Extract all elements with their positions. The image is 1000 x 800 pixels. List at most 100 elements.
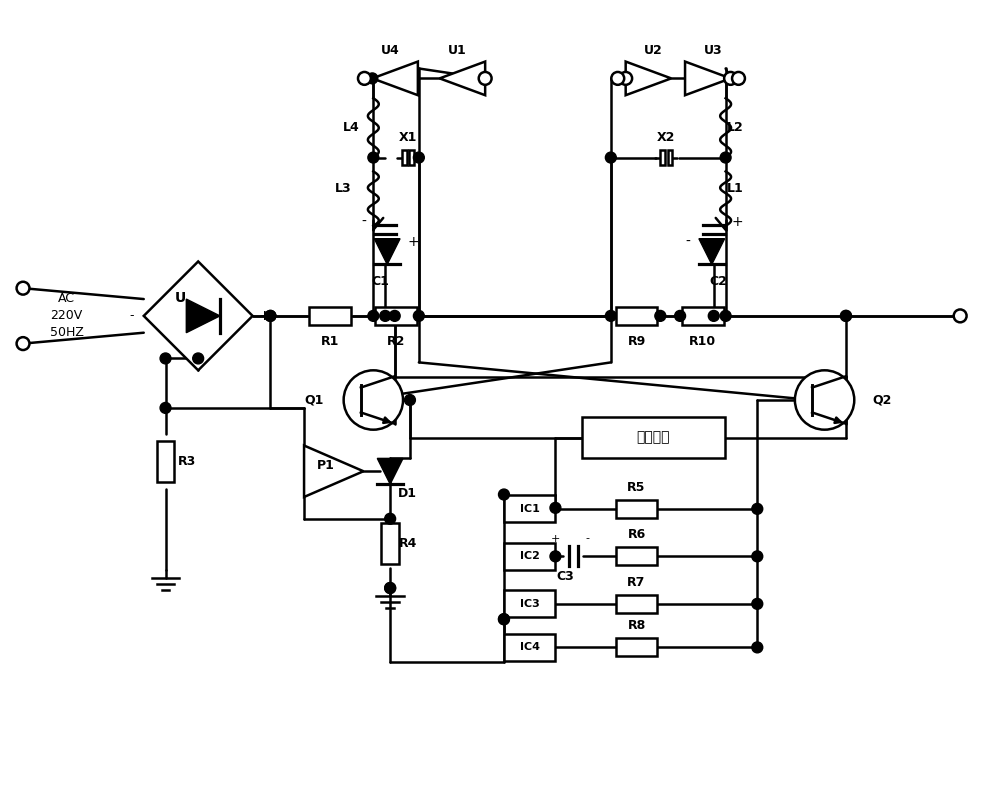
Polygon shape bbox=[304, 446, 363, 497]
Text: R2: R2 bbox=[387, 335, 405, 348]
Circle shape bbox=[720, 152, 731, 163]
Text: L3: L3 bbox=[335, 182, 352, 195]
Circle shape bbox=[752, 551, 763, 562]
Text: R1: R1 bbox=[321, 335, 339, 348]
Bar bbox=[682, 307, 724, 325]
Circle shape bbox=[752, 503, 763, 514]
Circle shape bbox=[752, 642, 763, 653]
Text: R4: R4 bbox=[399, 537, 417, 550]
Text: -: - bbox=[361, 215, 366, 229]
Circle shape bbox=[358, 72, 371, 85]
Circle shape bbox=[655, 310, 666, 322]
Circle shape bbox=[265, 310, 276, 322]
Text: P1: P1 bbox=[317, 459, 335, 472]
Text: -: - bbox=[686, 234, 690, 249]
Text: U: U bbox=[175, 291, 186, 305]
Circle shape bbox=[752, 598, 763, 610]
Bar bbox=[616, 638, 657, 656]
Circle shape bbox=[344, 370, 403, 430]
Text: L4: L4 bbox=[343, 122, 360, 134]
Circle shape bbox=[675, 310, 686, 322]
Text: U4: U4 bbox=[381, 44, 400, 57]
Text: IC3: IC3 bbox=[520, 599, 540, 609]
Text: -: - bbox=[585, 534, 589, 543]
Circle shape bbox=[17, 282, 29, 294]
Text: C2: C2 bbox=[710, 274, 728, 288]
Bar bbox=[309, 307, 351, 325]
Circle shape bbox=[605, 310, 616, 322]
Circle shape bbox=[160, 402, 171, 414]
Text: D1: D1 bbox=[398, 486, 417, 499]
Polygon shape bbox=[626, 62, 671, 95]
Bar bbox=[616, 547, 657, 566]
Text: Q1: Q1 bbox=[304, 394, 324, 406]
Circle shape bbox=[265, 310, 276, 322]
Text: -: - bbox=[130, 310, 134, 322]
Bar bbox=[616, 500, 657, 518]
Text: IC1: IC1 bbox=[520, 504, 540, 514]
Text: L2: L2 bbox=[727, 122, 744, 134]
Text: U1: U1 bbox=[448, 44, 467, 57]
Circle shape bbox=[17, 337, 29, 350]
Polygon shape bbox=[685, 62, 731, 95]
Text: R3: R3 bbox=[178, 455, 196, 468]
Circle shape bbox=[619, 72, 632, 85]
Bar bbox=[504, 495, 555, 522]
Bar bbox=[616, 307, 657, 325]
Circle shape bbox=[708, 310, 719, 322]
Bar bbox=[660, 150, 665, 166]
Circle shape bbox=[368, 310, 379, 322]
Text: R8: R8 bbox=[627, 619, 646, 632]
Bar bbox=[157, 441, 174, 482]
Circle shape bbox=[499, 614, 509, 625]
Bar bbox=[504, 543, 555, 570]
Text: +: + bbox=[407, 234, 419, 249]
Text: 恒流电路: 恒流电路 bbox=[637, 430, 670, 445]
Bar bbox=[375, 307, 417, 325]
Text: -: - bbox=[306, 482, 310, 495]
Polygon shape bbox=[440, 62, 485, 95]
Circle shape bbox=[385, 582, 396, 594]
Text: R7: R7 bbox=[627, 575, 646, 589]
Circle shape bbox=[720, 310, 731, 322]
Circle shape bbox=[380, 310, 391, 322]
Bar bbox=[582, 417, 725, 458]
Text: X2: X2 bbox=[657, 131, 675, 144]
Text: Q2: Q2 bbox=[872, 394, 892, 406]
Text: +: + bbox=[551, 534, 560, 543]
Circle shape bbox=[954, 310, 967, 322]
Circle shape bbox=[732, 72, 745, 85]
Circle shape bbox=[841, 310, 851, 322]
Circle shape bbox=[160, 353, 171, 364]
Circle shape bbox=[405, 394, 415, 406]
Bar bbox=[409, 150, 414, 166]
Bar bbox=[504, 634, 555, 661]
Circle shape bbox=[385, 582, 396, 594]
Circle shape bbox=[479, 72, 492, 85]
Bar bbox=[668, 150, 672, 166]
Text: +: + bbox=[259, 309, 270, 323]
Circle shape bbox=[611, 72, 624, 85]
Bar bbox=[381, 522, 399, 564]
Bar bbox=[504, 590, 555, 618]
Text: U2: U2 bbox=[644, 44, 663, 57]
Circle shape bbox=[724, 72, 737, 85]
Polygon shape bbox=[144, 262, 253, 370]
Text: C1: C1 bbox=[371, 274, 389, 288]
Circle shape bbox=[367, 73, 378, 84]
Bar bbox=[616, 595, 657, 613]
Circle shape bbox=[841, 310, 851, 322]
Circle shape bbox=[389, 310, 400, 322]
Polygon shape bbox=[372, 62, 418, 95]
Circle shape bbox=[795, 370, 854, 430]
Circle shape bbox=[605, 152, 616, 163]
Text: C3: C3 bbox=[556, 570, 574, 582]
Polygon shape bbox=[186, 299, 220, 333]
Polygon shape bbox=[699, 238, 725, 265]
Text: L1: L1 bbox=[727, 182, 744, 195]
Text: +: + bbox=[732, 215, 743, 229]
Circle shape bbox=[193, 353, 204, 364]
Circle shape bbox=[550, 502, 561, 514]
Text: R9: R9 bbox=[627, 335, 646, 348]
Polygon shape bbox=[377, 458, 403, 484]
